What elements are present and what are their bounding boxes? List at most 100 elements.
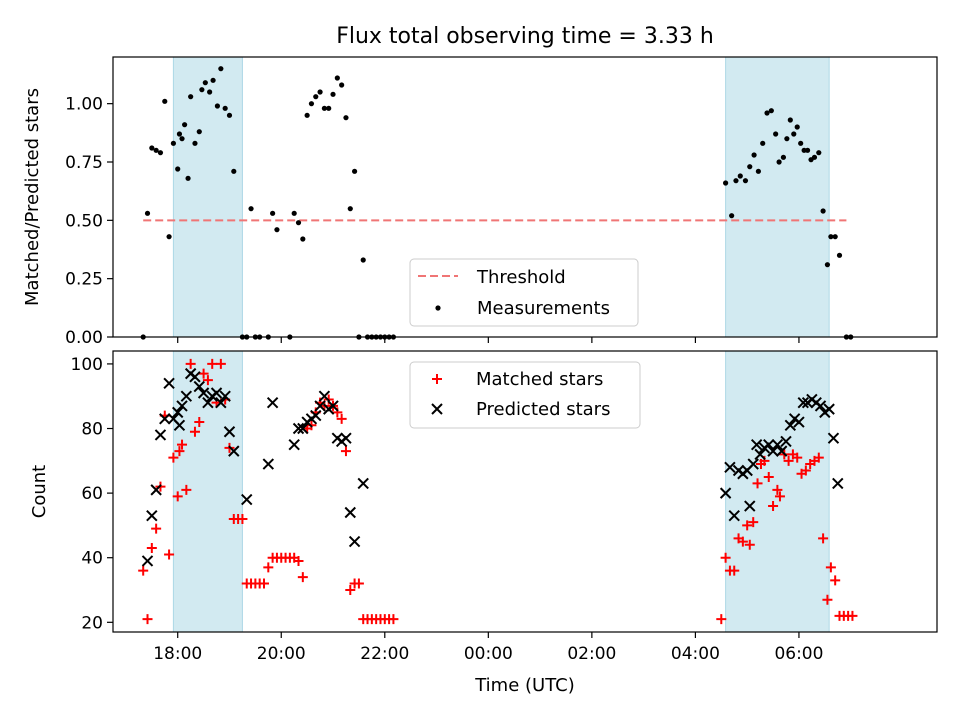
measurements-point: [339, 82, 345, 88]
matched-stars-point: [353, 578, 364, 589]
measurements-point: [295, 220, 302, 226]
measurements-point: [188, 94, 194, 100]
x-tick-label: 00:00: [464, 644, 513, 664]
measurements-point: [222, 105, 228, 111]
x-tick-label: 18:00: [153, 644, 202, 664]
matched-stars-point: [792, 452, 803, 463]
measurements-point: [231, 168, 237, 174]
measurements-point: [820, 208, 826, 214]
measurements-point: [214, 103, 221, 109]
measurements-point: [304, 112, 310, 118]
matched-stars-point: [177, 439, 188, 450]
matched-stars-point: [194, 417, 205, 428]
bottom-panel: 20 40 60 80 100 18:00 20:00 22:00 00:00 02:00 04:…: [29, 350, 938, 664]
legend-box: [409, 361, 641, 429]
y-tick-label: 0.25: [65, 270, 103, 290]
measurements-point: [347, 206, 353, 212]
measurements-point: [351, 168, 358, 174]
y-tick-label: 100: [71, 355, 103, 375]
legend-predicted-swatch: [431, 403, 443, 415]
matched-stars-point: [336, 413, 347, 424]
x-axis-label: Time (UTC): [474, 675, 575, 696]
x-tick-label: 06:00: [774, 644, 823, 664]
predicted-stars-point: [348, 535, 361, 548]
matched-stars-point: [772, 484, 783, 495]
predicted-stars-point: [197, 387, 210, 399]
measurements-point: [202, 80, 208, 86]
measurements-point: [157, 150, 164, 156]
matched-stars-point: [742, 520, 753, 531]
matched-stars-point: [142, 614, 153, 625]
predicted-stars-point: [241, 493, 253, 506]
matched-stars-point: [744, 539, 755, 550]
predicted-stars-point: [823, 403, 835, 415]
measurements-point: [149, 145, 155, 151]
matched-stars-point: [822, 594, 833, 605]
predicted-stars-point: [832, 477, 844, 490]
measurements-point: [816, 150, 822, 156]
matched-stars-point: [297, 572, 308, 583]
predicted-stars-point: [793, 416, 805, 428]
matched-stars-point: [752, 478, 763, 489]
shaded-interval-2: [725, 56, 830, 338]
y-tick-label: 80: [81, 420, 103, 440]
measurements-point: [360, 257, 366, 263]
shaded-interval-1: [172, 56, 243, 338]
matched-stars-point: [293, 555, 304, 566]
measurements-point: [248, 206, 254, 212]
measurements-point: [175, 166, 181, 172]
measurements-point: [780, 154, 787, 160]
predicted-stars-point: [219, 390, 231, 402]
measurements-point: [166, 234, 172, 240]
predicted-stars-point: [728, 510, 740, 522]
predicted-stars-point: [189, 371, 201, 383]
measurements-point: [313, 94, 319, 100]
predicted-stars-point: [228, 445, 240, 457]
predicted-stars-point: [797, 396, 809, 409]
y-tick-label: 60: [81, 484, 103, 504]
matched-stars-point: [729, 565, 740, 576]
measurements-point: [144, 210, 151, 216]
measurements-point: [291, 210, 297, 216]
measurements-point: [794, 124, 800, 130]
predicted-stars-point: [202, 396, 214, 409]
measurements-point: [226, 112, 233, 118]
predicted-stars-point: [771, 438, 784, 451]
predicted-stars-point: [754, 448, 766, 461]
predicted-stars-point: [172, 406, 184, 419]
measurements-point: [274, 227, 280, 233]
legend-measurements-label: Measurements: [477, 298, 610, 319]
measurements-point: [321, 105, 327, 111]
matched-stars-point: [763, 471, 774, 482]
y-tick-label: 1.00: [65, 95, 103, 115]
bottom-axes-frame: [112, 350, 938, 633]
measurements-point: [334, 75, 340, 81]
measurements-point: [773, 131, 779, 137]
measurements-point: [210, 77, 216, 83]
predicted-stars-point: [784, 419, 797, 431]
predicted-stars-point: [747, 458, 759, 470]
measurements-point: [182, 122, 188, 128]
predicted-stars-point: [154, 429, 167, 441]
measurements-point: [270, 210, 276, 216]
measurements-point: [836, 252, 843, 258]
bottom-y-axis-label: Count: [29, 465, 50, 518]
measurements-point: [170, 140, 176, 146]
predicted-stars-point: [724, 461, 736, 473]
predicted-stars-point: [180, 390, 193, 402]
predicted-stars-point: [744, 500, 756, 512]
measurements-point: [787, 117, 793, 123]
measurements-point: [308, 101, 315, 107]
measurements-point: [207, 89, 213, 95]
matched-stars-point: [164, 549, 175, 560]
measurements-point: [747, 164, 753, 170]
y-tick-label: 0.50: [65, 211, 103, 231]
predicted-stars-point: [215, 396, 227, 409]
predicted-stars-point: [767, 445, 779, 457]
measurements-point: [176, 131, 183, 137]
predicted-stars-point: [266, 396, 279, 409]
matched-stars-point: [146, 543, 157, 554]
predicted-stars-point: [327, 400, 339, 412]
predicted-stars-point: [344, 506, 356, 519]
